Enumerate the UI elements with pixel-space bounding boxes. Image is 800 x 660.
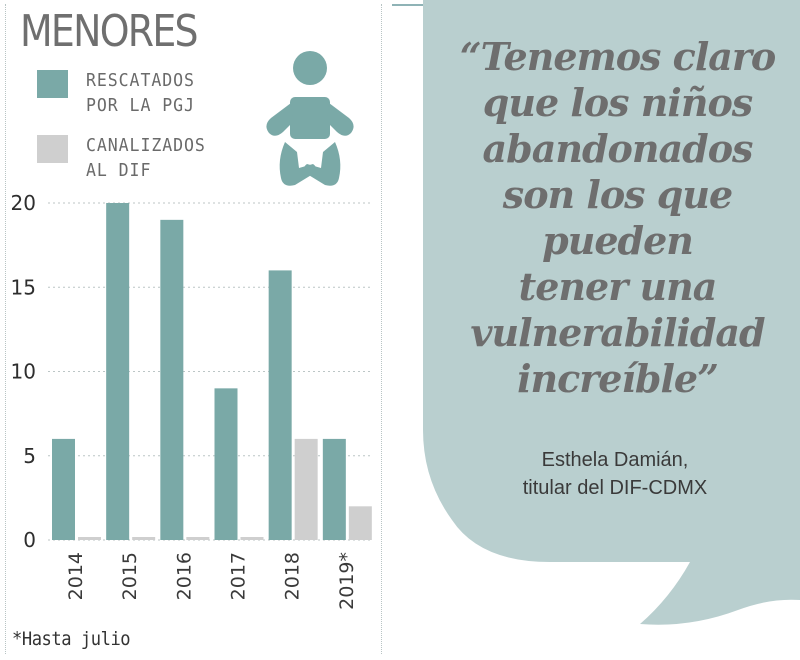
bar-rescatados-2016	[160, 219, 184, 540]
y-tick-label: 20	[11, 191, 36, 215]
bar-canalizados-2017	[240, 537, 264, 540]
quote-attribution: Esthela Damián, titular del DIF-CDMX	[522, 449, 708, 499]
chart-title: MENORES	[20, 6, 199, 57]
bar-rescatados-2015	[106, 203, 130, 540]
bar-canalizados-2015	[132, 537, 156, 540]
x-tick-label: 2014	[65, 552, 87, 600]
legend-item-rescatados: RESCATADOS POR LA PGJ	[37, 68, 204, 118]
bar-canalizados-2018	[294, 438, 318, 540]
legend-label-canalizados: CANALIZADOS AL DIF	[86, 135, 206, 181]
footnote: *Hasta julio	[12, 628, 131, 650]
x-tick-label: 2016	[173, 552, 195, 600]
bars	[52, 203, 372, 540]
y-tick-label: 10	[11, 360, 36, 384]
bar-rescatados-2018	[268, 270, 292, 540]
y-tick-label: 5	[23, 444, 36, 468]
bar-canalizados-2016	[186, 537, 210, 540]
y-axis-ticks: 0 5 10 15 20	[11, 191, 36, 552]
grid-lines	[48, 202, 373, 541]
bar-rescatados-2019	[322, 438, 346, 540]
legend-swatch-canalizados	[37, 135, 68, 163]
bar-rescatados-2017	[214, 388, 238, 540]
x-axis-ticks: 2014 2015 2016 2017 2018 2019*	[65, 552, 358, 610]
x-tick-label: 2019*	[336, 552, 358, 610]
chart-frame	[5, 4, 382, 654]
baby-icon	[266, 51, 354, 186]
bar-rescatados-2014	[52, 438, 75, 540]
legend-swatch-rescatados	[37, 70, 68, 98]
x-tick-label: 2018	[282, 552, 304, 600]
legend-label-rescatados: RESCATADOS POR LA PGJ	[86, 70, 195, 116]
y-tick-label: 0	[23, 528, 36, 552]
quote-text: “Tenemos claro que los niños abandonados…	[459, 34, 777, 401]
bar-chart: 0 5 10 15 20 2014 2015 2016 2017 2018 2019*	[11, 191, 373, 610]
bar-canalizados-2014	[78, 537, 101, 540]
x-tick-label: 2015	[119, 552, 141, 600]
x-tick-label: 2017	[228, 552, 250, 600]
y-tick-label: 15	[11, 275, 36, 299]
bar-canalizados-2019	[348, 506, 372, 540]
legend-item-canalizados: CANALIZADOS AL DIF	[37, 133, 216, 183]
